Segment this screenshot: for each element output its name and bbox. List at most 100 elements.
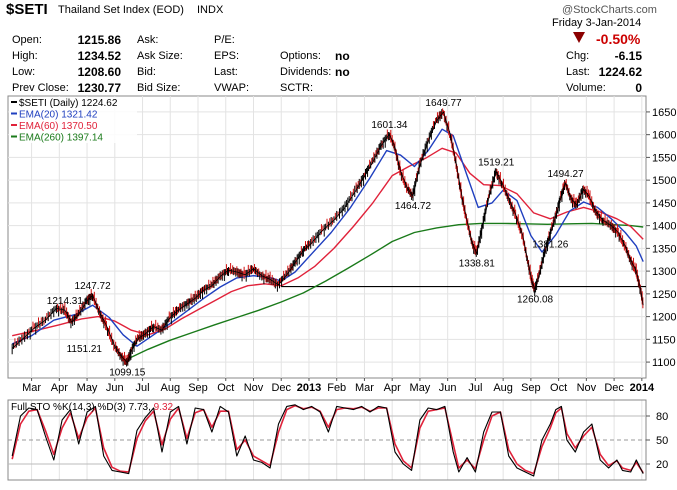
price-annotation: 1151.21 — [67, 344, 103, 355]
legend-label: EMA(20) 1321.42 — [19, 110, 98, 121]
ema260-line — [125, 222, 644, 361]
x-tick-label: 2014 — [630, 382, 655, 394]
x-tick-label: Feb — [327, 382, 346, 394]
sto-k-line — [11, 404, 644, 477]
x-tick-label: Aug — [160, 382, 180, 394]
y-tick-label: 1250 — [652, 289, 676, 301]
pct-change: -0.50% — [596, 31, 641, 47]
x-tick-label: May — [410, 382, 431, 394]
main-annotations: 1214.31 1247.72 1151.21 1099.15 1601.34 1649.… — [47, 98, 584, 379]
stochastic-panel: 20 50 80 Full STO %K(14,3) %D(3) 7.73, 9.32 — [7, 399, 668, 481]
options-label: Options: — [280, 50, 321, 62]
y-tick-label: 1650 — [652, 107, 676, 119]
y-tick-label: 1200 — [652, 312, 676, 324]
ask-label: Ask: — [137, 34, 159, 46]
price-annotation: 1494.27 — [547, 169, 584, 180]
x-tick-label: Apr — [51, 382, 68, 394]
y-tick-label: 1600 — [652, 130, 676, 142]
x-axis: Mar Apr May Jun Jul Aug Sep Oct Nov Dec 2013 Feb Mar… — [22, 378, 655, 394]
price-annotation: 1381.26 — [532, 239, 569, 250]
y-tick-label: 1300 — [652, 266, 676, 278]
sto-title: Full STO %K(14,3) %D(3) 7.73, 9.32 — [11, 402, 174, 413]
bid-label: Bid: — [137, 66, 156, 78]
chg-value: -6.15 — [614, 49, 642, 63]
security-name: Thailand Set Index (EOD) — [58, 4, 184, 16]
legend-label: EMA(60) 1370.50 — [19, 121, 98, 132]
legend-swatch — [11, 112, 17, 115]
x-tick-label: Jun — [439, 382, 457, 394]
sto-d-label: 9.32 — [154, 402, 174, 413]
x-tick-label: Jun — [106, 382, 124, 394]
last-label: Last: — [566, 66, 590, 78]
legend-swatch — [11, 101, 17, 103]
legend-swatch — [11, 124, 17, 126]
y-tick-label: 1150 — [652, 334, 676, 346]
x-tick-label: Mar — [22, 382, 41, 394]
y-tick-label: 1550 — [652, 152, 676, 164]
x-tick-label: Nov — [244, 382, 264, 394]
watermark: @StockCharts.com — [562, 4, 657, 16]
x-tick-label: Dec — [271, 382, 291, 394]
quote-date: Friday 3-Jan-2014 — [552, 17, 642, 29]
high-value: 1234.52 — [77, 49, 121, 63]
ask-size-label: Ask Size: — [137, 50, 183, 62]
x-tick-label: 2013 — [297, 382, 321, 394]
legend-box — [9, 97, 137, 143]
down-arrow-icon — [573, 32, 585, 43]
x-tick-label: Dec — [604, 382, 624, 394]
pe-label: P/E: — [214, 34, 235, 46]
legend-label: $SETI (Daily) 1224.62 — [19, 98, 118, 109]
sto-d-line — [11, 404, 644, 475]
x-tick-label: Aug — [493, 382, 513, 394]
low-label: Low: — [12, 66, 36, 78]
sto-k-label: Full STO %K(14,3) %D(3) 7.73, — [11, 402, 154, 413]
x-tick-label: Mar — [355, 382, 374, 394]
price-annotation: 1214.31 — [47, 296, 84, 307]
options-value: no — [335, 49, 350, 63]
price-panel-frame — [7, 95, 647, 379]
last-label-mid: Last: — [214, 66, 238, 78]
x-tick-label: Jul — [468, 382, 482, 394]
legend-swatch — [11, 135, 17, 138]
price-annotation: 1519.21 — [478, 158, 515, 169]
main-series — [11, 108, 646, 367]
x-tick-label: May — [77, 382, 98, 394]
ema20-line — [11, 128, 644, 347]
open-label: Open: — [12, 34, 42, 46]
ema60-line — [12, 147, 644, 337]
x-tick-label: Sep — [521, 382, 541, 394]
eps-label: EPS: — [214, 50, 240, 62]
x-tick-label: Sep — [188, 382, 208, 394]
price-annotation: 1464.72 — [395, 201, 432, 212]
sto-y-tick-label: 50 — [656, 435, 668, 447]
high-label: High: — [12, 50, 38, 62]
y-tick-label: 1400 — [652, 221, 676, 233]
vwap-label: VWAP: — [214, 82, 250, 94]
prev-close-value: 1230.77 — [77, 81, 121, 95]
sto-y-tick-label: 80 — [656, 411, 668, 423]
price-annotation: 1099.15 — [109, 368, 146, 379]
price-annotation: 1260.08 — [517, 294, 554, 305]
x-tick-label: Apr — [384, 382, 401, 394]
y-tick-label: 1100 — [652, 357, 676, 369]
price-annotation: 1601.34 — [371, 120, 408, 131]
price-annotation: 1649.77 — [425, 98, 462, 109]
sctr-label: SCTR: — [280, 82, 313, 94]
exchange-label: INDX — [197, 4, 224, 16]
open-value: 1215.86 — [77, 33, 121, 47]
x-tick-label: Jul — [136, 382, 150, 394]
dividends-label: Dividends: — [280, 66, 332, 78]
chg-label: Chg: — [566, 50, 590, 62]
y-tick-label: 1500 — [652, 175, 676, 187]
volume-label: Volume: — [566, 82, 606, 94]
x-tick-label: Nov — [577, 382, 597, 394]
quote-header: $SETI Thailand Set Index (EOD) INDX @Sto… — [0, 0, 677, 95]
sto-y-tick-label: 20 — [656, 459, 668, 471]
price-annotation: 1338.81 — [459, 258, 496, 269]
dividends-value: no — [335, 65, 350, 79]
y-tick-label: 1350 — [652, 243, 676, 255]
price-line — [11, 111, 644, 363]
ticker-symbol: $SETI — [6, 1, 48, 18]
volume-value: 0 — [635, 81, 642, 95]
